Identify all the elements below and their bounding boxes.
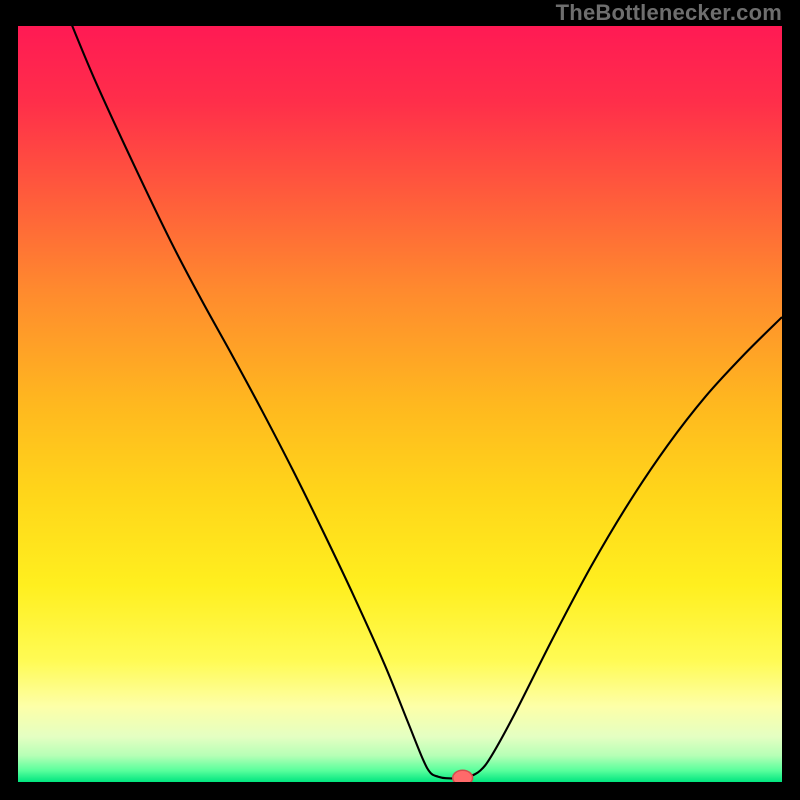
bottleneck-marker bbox=[453, 770, 473, 782]
chart-background bbox=[18, 26, 782, 782]
bottleneck-chart bbox=[18, 26, 782, 782]
watermark-text: TheBottlenecker.com bbox=[556, 0, 782, 26]
chart-frame: TheBottlenecker.com bbox=[0, 0, 800, 800]
